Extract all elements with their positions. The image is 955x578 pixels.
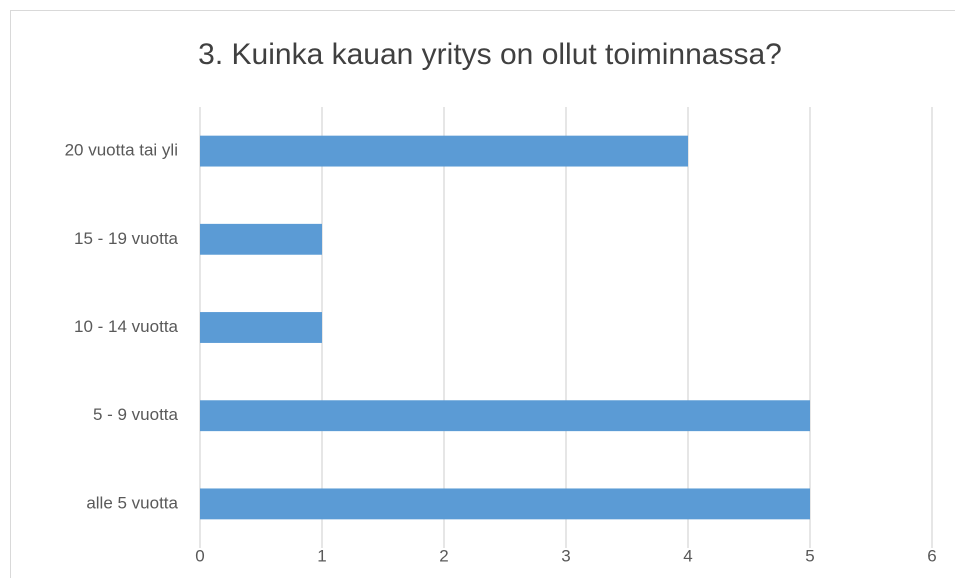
y-tick-label: 5 - 9 vuotta (93, 405, 179, 424)
x-tick-label: 6 (927, 546, 936, 565)
y-tick-label: 10 - 14 vuotta (74, 317, 179, 336)
x-tick-label: 1 (317, 546, 326, 565)
x-tick-label: 5 (805, 546, 814, 565)
chart-title: 3. Kuinka kauan yritys on ollut toiminna… (198, 38, 782, 71)
y-tick-label: 20 vuotta tai yli (65, 141, 178, 160)
bar (200, 223, 322, 255)
y-tick-label: alle 5 vuotta (86, 493, 178, 512)
chart-frame (10, 10, 955, 578)
y-tick-label: 15 - 19 vuotta (74, 229, 179, 248)
x-tick-label: 3 (561, 546, 570, 565)
x-tick-label: 2 (439, 546, 448, 565)
x-tick-label: 0 (195, 546, 204, 565)
x-tick-label: 4 (683, 546, 692, 565)
bar (200, 488, 810, 520)
bar (200, 135, 688, 167)
bar (200, 400, 810, 432)
bar (200, 312, 322, 343)
